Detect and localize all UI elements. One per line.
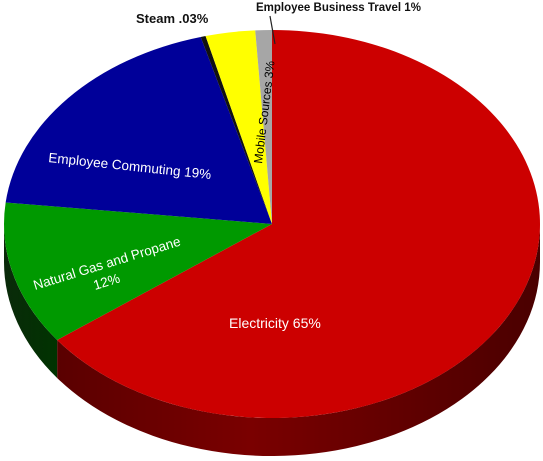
slice-side-electricity: [57, 224, 541, 456]
slice-employee-commuting: [5, 36, 272, 225]
pie-top-layer: [3, 30, 541, 419]
slice-natural-gas-and-propane: [3, 202, 272, 340]
slice-label-electricity: Electricity 65%: [229, 315, 321, 331]
slice-mobile-sources: [205, 30, 272, 225]
pie-side-layer: [4, 224, 541, 456]
slice-label-employee-business-travel: Employee Business Travel 1%: [256, 2, 421, 14]
slice-side-natural-gas-and-propane: [4, 224, 58, 378]
slice-electricity: [57, 30, 541, 419]
slice-steam: [200, 36, 272, 224]
slice-label-steam: Steam .03%: [136, 11, 209, 26]
slice-employee-business-travel: [255, 30, 272, 224]
business-travel-leader-line: [269, 15, 276, 45]
